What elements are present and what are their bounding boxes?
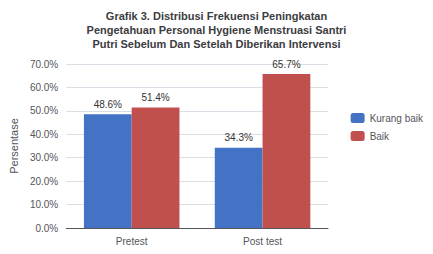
svg-text:Baik: Baik <box>370 131 390 142</box>
svg-text:60.0%: 60.0% <box>30 82 58 93</box>
svg-text:30.0%: 30.0% <box>30 152 58 163</box>
svg-text:10.0%: 10.0% <box>30 199 58 210</box>
svg-text:0.0%: 0.0% <box>35 223 58 234</box>
svg-text:Pretest: Pretest <box>116 236 148 247</box>
svg-text:20.0%: 20.0% <box>30 176 58 187</box>
svg-text:34.3%: 34.3% <box>224 132 252 143</box>
svg-text:Kurang baik: Kurang baik <box>370 113 424 124</box>
svg-text:Pengetahuan Personal Hygiene M: Pengetahuan Personal Hygiene Menstruasi … <box>87 24 347 36</box>
svg-text:48.6%: 48.6% <box>94 99 122 110</box>
svg-text:Post test: Post test <box>243 236 282 247</box>
svg-text:65.7%: 65.7% <box>272 59 300 70</box>
svg-text:Putri Sebelum Dan Setelah Dibe: Putri Sebelum Dan Setelah Diberikan Inte… <box>92 38 340 50</box>
svg-text:Grafik 3. Distribusi Frekuensi: Grafik 3. Distribusi Frekuensi Peningkat… <box>106 10 328 22</box>
svg-text:51.4%: 51.4% <box>141 92 169 103</box>
svg-text:Persentase: Persentase <box>8 118 20 174</box>
svg-text:40.0%: 40.0% <box>30 129 58 140</box>
svg-text:70.0%: 70.0% <box>30 59 58 70</box>
svg-text:50.0%: 50.0% <box>30 105 58 116</box>
